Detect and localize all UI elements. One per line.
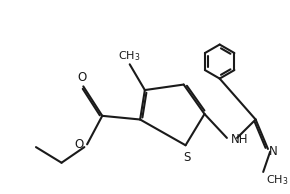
Text: NH: NH: [231, 133, 249, 146]
Text: N: N: [269, 145, 278, 158]
Text: O: O: [75, 138, 84, 151]
Text: O: O: [77, 71, 87, 84]
Text: S: S: [183, 151, 191, 164]
Text: CH$_3$: CH$_3$: [118, 49, 141, 63]
Text: CH$_3$: CH$_3$: [266, 173, 289, 187]
